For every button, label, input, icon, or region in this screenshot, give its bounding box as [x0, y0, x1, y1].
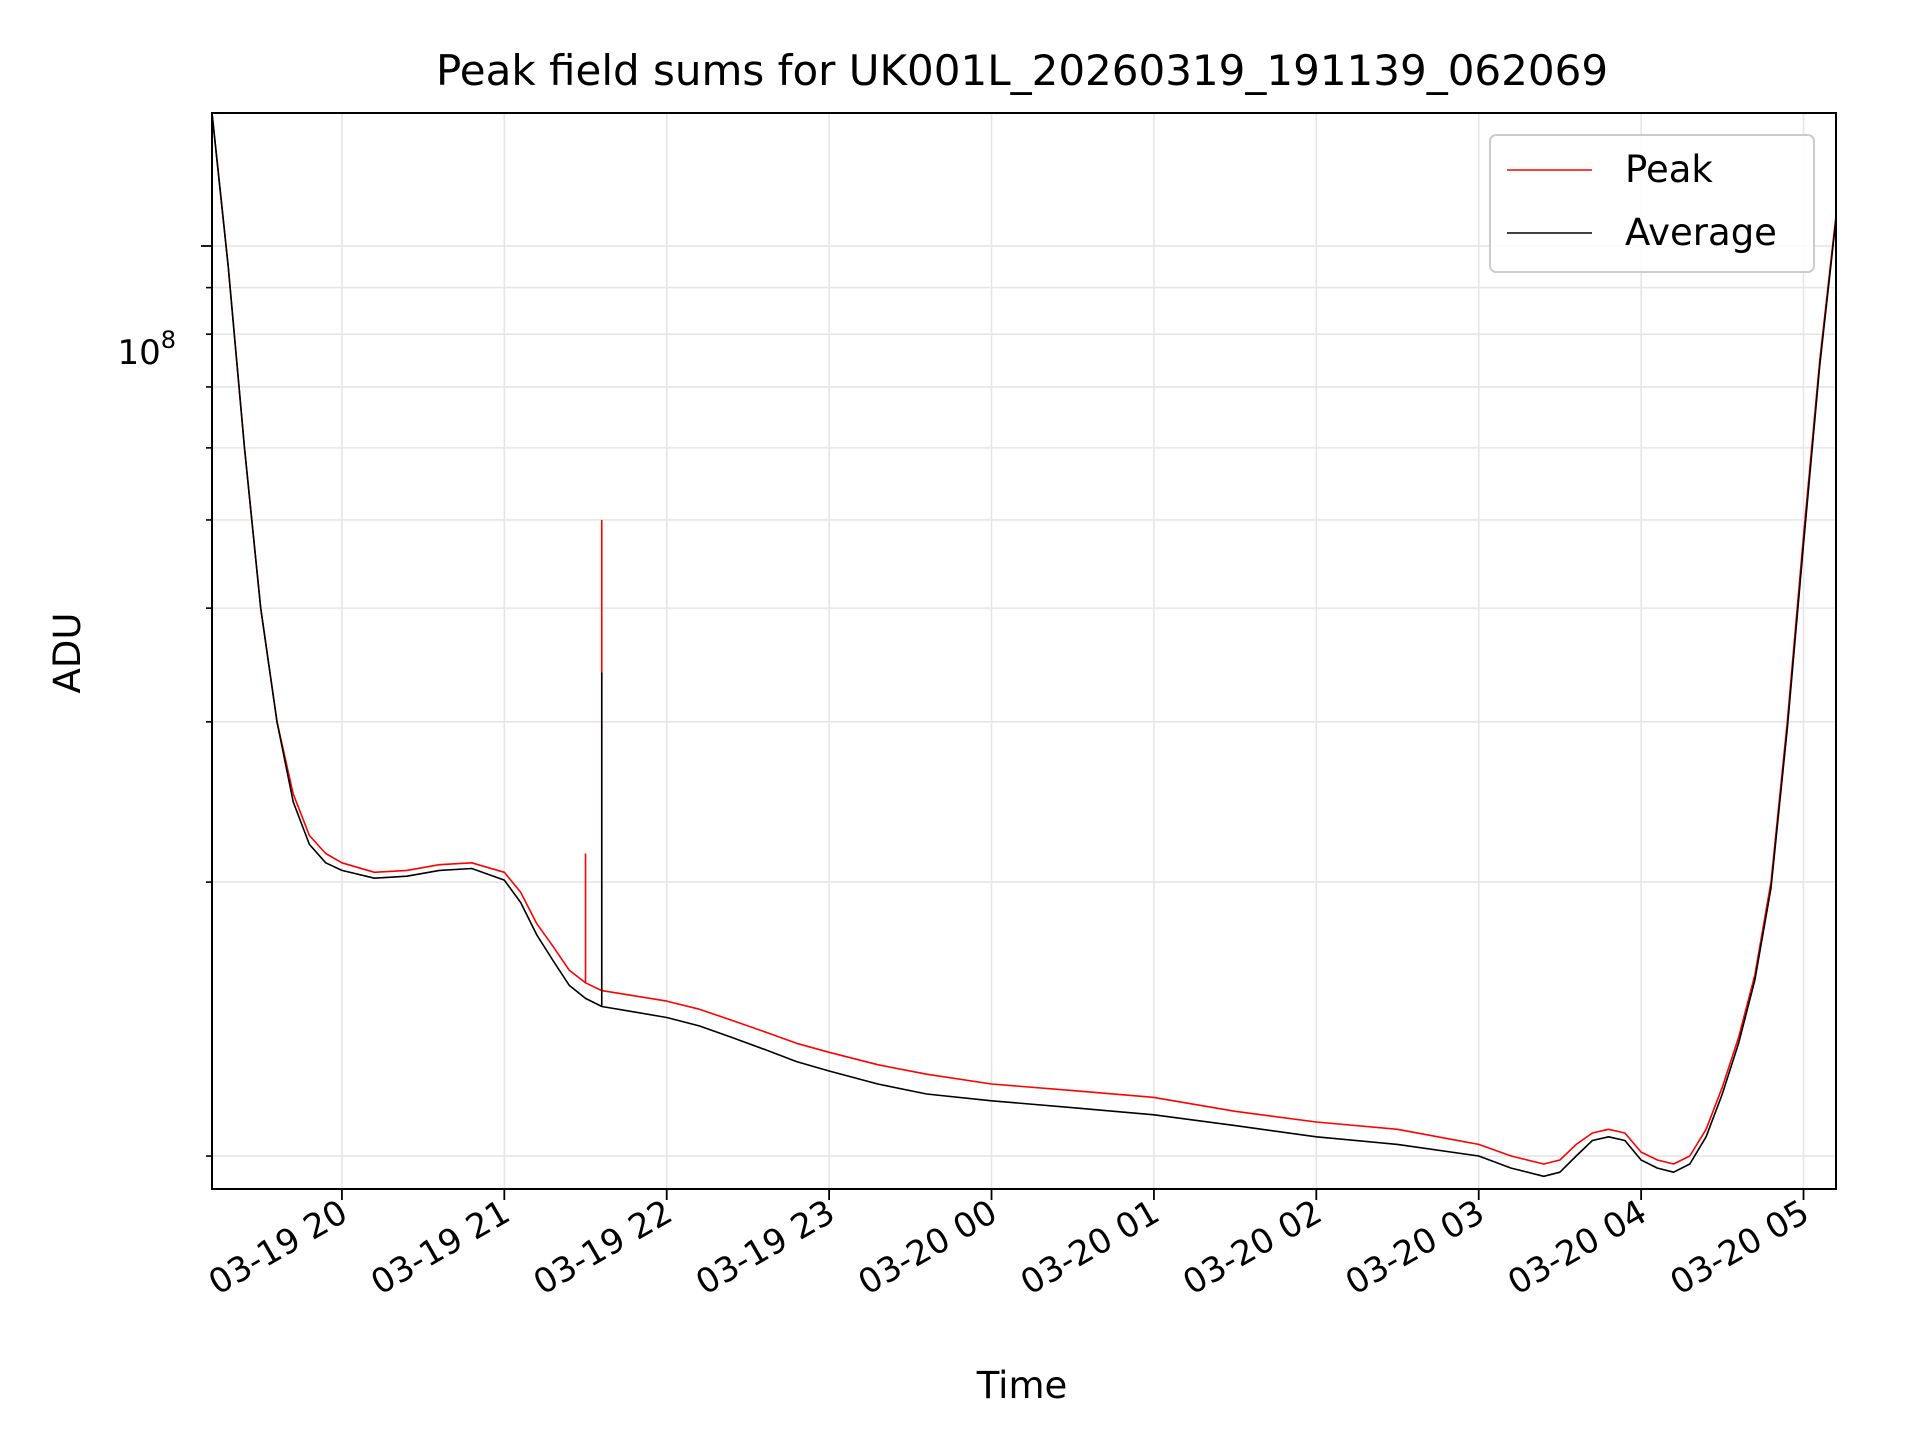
legend-peak-label: Peak: [1625, 148, 1713, 191]
y-axis-label: ADU: [46, 613, 89, 694]
plot-frame: [211, 112, 1837, 1190]
x-axis-label: Time: [976, 1364, 1068, 1407]
y-axis: 108: [117, 245, 212, 1157]
y-tick-label-1e8: 108: [117, 326, 176, 373]
y-tick-base: 10: [117, 333, 160, 373]
chart-title: Peak field sums for UK001L_20260319_1911…: [436, 46, 1608, 95]
series-line-average: [211, 112, 1837, 1178]
plot-lines: [211, 112, 1837, 1178]
series-line-peak: [211, 112, 1837, 1165]
y-tick-exponent: 8: [161, 326, 176, 354]
legend-average-label: Average: [1625, 211, 1777, 254]
legend: Peak Average: [1489, 134, 1815, 273]
